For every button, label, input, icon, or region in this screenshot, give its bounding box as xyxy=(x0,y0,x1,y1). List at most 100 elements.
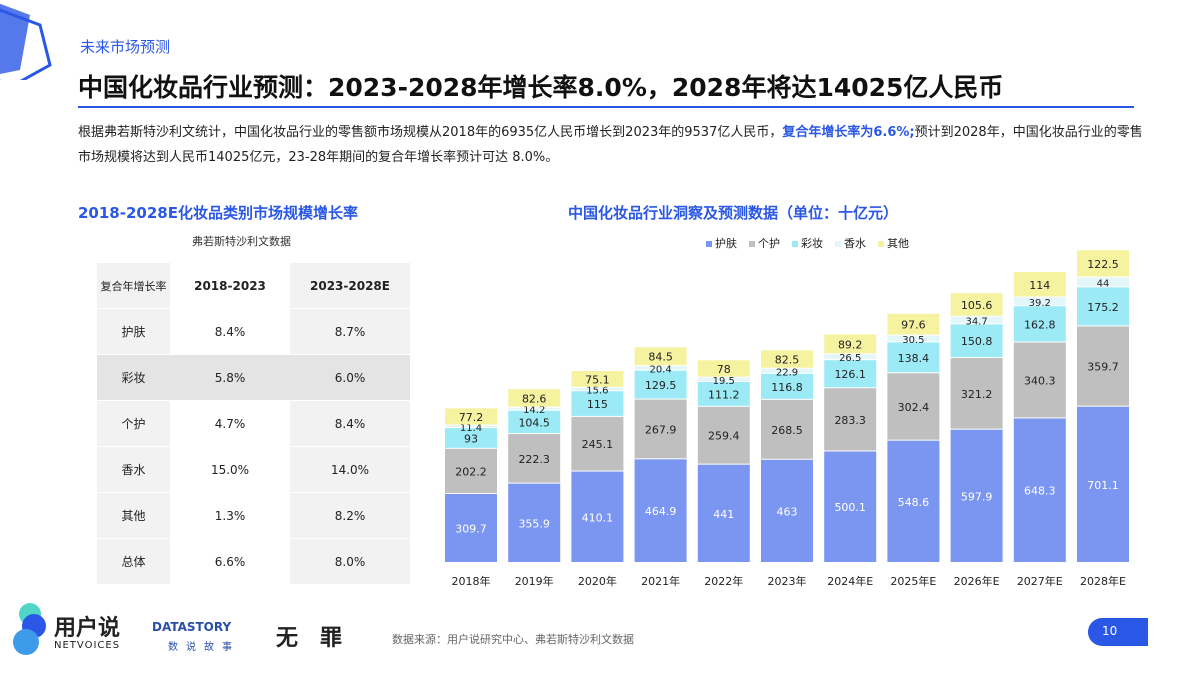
intro-text-1: 根据弗若斯特沙利文统计，中国化妆品行业的零售额市场规模从2018年的6935亿人… xyxy=(78,125,783,140)
wuzui-logo: 无罪 xyxy=(276,626,365,651)
data-label: 222.3 xyxy=(518,453,550,466)
datastory-logo-sub: 数说故事 xyxy=(168,642,240,653)
bar-segment xyxy=(508,407,561,410)
bar-segment xyxy=(761,350,813,368)
bar-segment xyxy=(887,342,940,373)
data-label: 114 xyxy=(1029,279,1050,292)
bar-segment xyxy=(950,316,1003,324)
table-row: 香水 15.0% 14.0% xyxy=(97,447,410,492)
table-title: 2018-2028E化妆品类别市场规模增长率 xyxy=(78,204,358,222)
bar-segment xyxy=(508,483,561,562)
footer-source: 数据来源：用户说研究中心、弗若斯特沙利文数据 xyxy=(392,633,634,646)
page-title: 中国化妆品行业预测：2023-2028年增长率8.0%，2028年将达14025… xyxy=(78,73,1004,102)
bar-segment xyxy=(887,313,940,335)
bar-segment xyxy=(1077,326,1129,406)
table-row: 护肤 8.4% 8.7% xyxy=(97,309,410,354)
row-label: 总体 xyxy=(97,539,170,584)
header-cell: 复合年增长率 xyxy=(97,263,170,308)
x-tick-label: 2020年 xyxy=(578,574,617,588)
data-label: 20.4 xyxy=(649,364,671,375)
legend-item: 护肤 xyxy=(706,235,737,251)
bar-segment xyxy=(824,360,877,388)
data-label: 701.1 xyxy=(1087,479,1119,492)
data-label: 115 xyxy=(587,398,608,411)
bar-segment xyxy=(508,389,561,407)
table-header-row: 复合年增长率 2018-2023 2023-2028E xyxy=(97,263,410,308)
section-subtitle: 未来市场预测 xyxy=(80,38,171,56)
data-label: 500.1 xyxy=(834,501,866,514)
cell: 4.7% xyxy=(214,416,246,431)
legend-label: 香水 xyxy=(844,237,866,250)
bar-segment xyxy=(1077,250,1129,277)
bar-segment xyxy=(761,373,813,399)
x-tick-label: 2026年E xyxy=(954,574,1000,588)
chart-legend: 护肤 个护 彩妆 香水 其他 xyxy=(706,235,909,251)
data-label: 22.9 xyxy=(776,367,798,378)
bar-segment xyxy=(887,373,940,440)
x-tick-label: 2024年E xyxy=(827,574,873,588)
bar-segment xyxy=(950,324,1003,358)
netvoices-logo-sub: NETVOICES xyxy=(54,640,121,651)
bar-segment xyxy=(761,399,813,459)
data-label: 30.5 xyxy=(902,335,924,346)
data-label: 26.5 xyxy=(839,353,861,364)
data-label: 84.5 xyxy=(648,351,673,364)
data-label: 78 xyxy=(717,363,731,376)
data-label: 111.2 xyxy=(708,388,740,401)
intro-paragraph: 根据弗若斯特沙利文统计，中国化妆品行业的零售额市场规模从2018年的6935亿人… xyxy=(78,120,1148,170)
bar-segment xyxy=(824,388,877,451)
bar-segment xyxy=(571,391,624,416)
bar-segment xyxy=(445,428,497,448)
bar-segment xyxy=(950,293,1003,316)
header-cell: 2018-2023 xyxy=(194,278,266,293)
bar-segment xyxy=(824,334,877,354)
cell: 8.4% xyxy=(290,401,410,446)
bar-segment xyxy=(445,448,497,493)
data-label: 14.2 xyxy=(523,405,545,416)
data-label: 75.1 xyxy=(585,373,610,386)
bar-segment xyxy=(697,360,750,377)
data-label: 39.2 xyxy=(1029,298,1051,309)
data-label: 175.2 xyxy=(1087,301,1119,314)
bar-segment xyxy=(508,410,561,434)
title-divider xyxy=(78,106,1134,108)
cell: 14.0% xyxy=(290,447,410,492)
data-label: 597.9 xyxy=(961,490,993,503)
data-label: 410.1 xyxy=(582,511,614,524)
cell: 8.4% xyxy=(214,324,246,339)
legend-swatch xyxy=(835,241,841,247)
data-label: 105.6 xyxy=(961,299,993,312)
legend-item: 香水 xyxy=(835,235,866,251)
intro-highlight: 复合年增长率为6.6%; xyxy=(782,125,915,140)
data-label: 104.5 xyxy=(518,416,550,429)
data-label: 464.9 xyxy=(645,505,677,518)
bar-segment xyxy=(1013,297,1066,306)
cell: 8.7% xyxy=(290,309,410,354)
bar-segment xyxy=(761,459,813,562)
legend-swatch xyxy=(706,241,712,247)
data-label: 129.5 xyxy=(645,379,677,392)
table-row: 其他 1.3% 8.2% xyxy=(97,493,410,538)
bar-segment xyxy=(950,358,1003,429)
data-label: 202.2 xyxy=(455,465,487,478)
data-label: 340.3 xyxy=(1024,374,1056,387)
legend-item: 彩妆 xyxy=(792,235,823,251)
legend-swatch xyxy=(749,241,755,247)
x-tick-label: 2027年E xyxy=(1017,574,1063,588)
bar-segment xyxy=(1013,272,1066,297)
bar-segment xyxy=(634,347,687,366)
row-label: 护肤 xyxy=(97,309,170,354)
data-label: 259.4 xyxy=(708,430,740,443)
legend-label: 彩妆 xyxy=(801,237,823,250)
data-label: 19.5 xyxy=(713,376,735,387)
bar-segment xyxy=(1077,287,1129,326)
netvoices-logo-text: 用户说 xyxy=(54,616,121,641)
data-label: 138.4 xyxy=(898,352,930,365)
table-row: 总体 6.6% 8.0% xyxy=(97,539,410,584)
bar-segment xyxy=(824,354,877,360)
data-label: 82.6 xyxy=(522,392,547,405)
bar-segment xyxy=(824,451,877,562)
x-tick-label: 2021年 xyxy=(641,574,680,588)
bar-segment xyxy=(634,366,687,370)
